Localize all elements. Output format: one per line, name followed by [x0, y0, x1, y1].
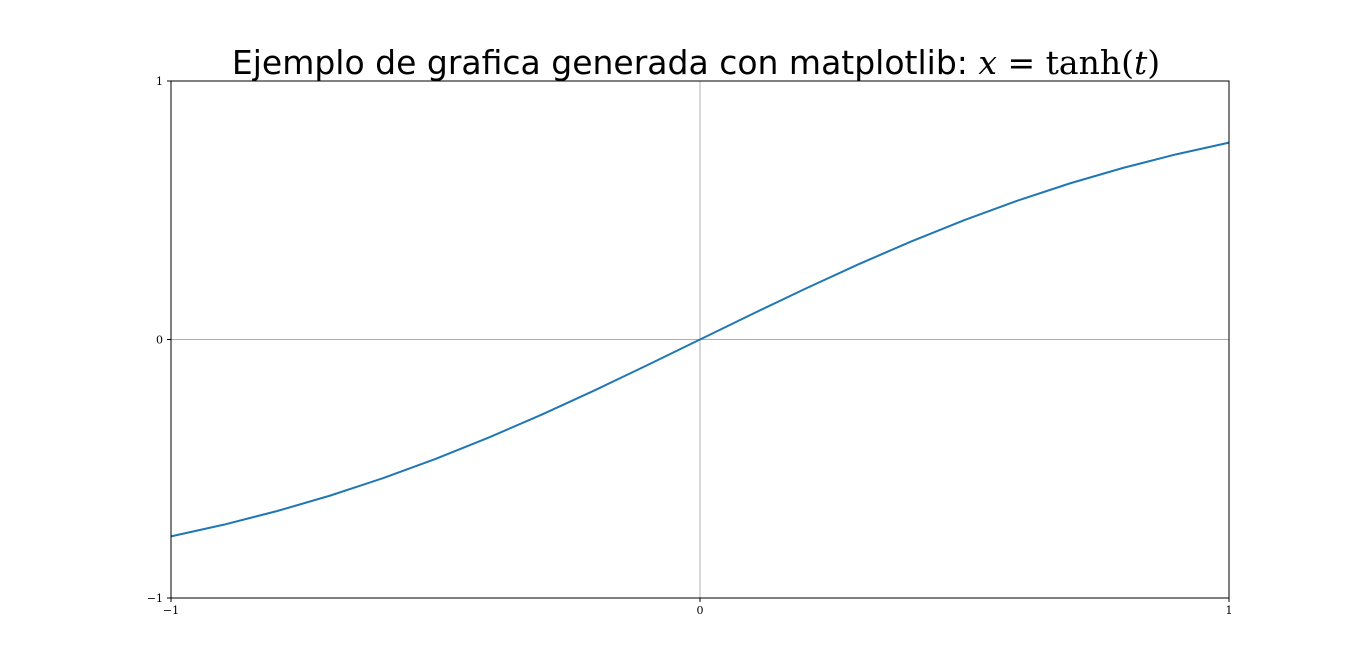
series-line-0	[170, 141, 1230, 538]
chart-title-equals: =	[997, 43, 1046, 82]
chart-title-function: tanh	[1046, 43, 1121, 82]
chart-title-close-paren: )	[1147, 43, 1160, 82]
y-tick-label-2: 1	[156, 75, 163, 88]
y-tick-label-1: 0	[156, 334, 163, 347]
y-tick-label-0: −1	[147, 592, 163, 605]
chart-title-variable: x	[978, 43, 997, 82]
chart-title: Ejemplo de grafica generada con matplotl…	[232, 43, 1160, 82]
chart-title-argument: t	[1134, 43, 1148, 82]
x-tick-label-0: −1	[163, 604, 179, 617]
chart-title-text: Ejemplo de grafica generada con matplotl…	[232, 43, 978, 82]
x-tick-label-2: 1	[1226, 604, 1233, 617]
series-layer	[170, 141, 1230, 538]
ticks-layer: −1 0 1 −1 0 1	[147, 75, 1233, 617]
chart-title-open-paren: (	[1121, 43, 1134, 82]
x-tick-label-1: 0	[697, 604, 704, 617]
